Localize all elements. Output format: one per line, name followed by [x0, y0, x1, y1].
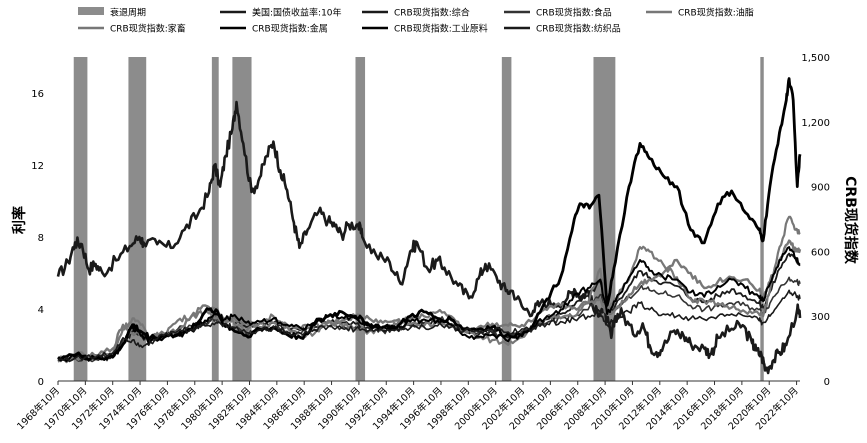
right-tick-label: 900 — [811, 183, 830, 194]
recession-bar — [232, 57, 252, 381]
recession-bar — [760, 57, 764, 381]
legend-label: CRB现货指数:工业原料 — [394, 23, 488, 35]
right-tick-label: 0 — [824, 377, 830, 388]
right-axis-title: CRB现货指数 — [842, 176, 859, 265]
legend-label: CRB现货指数:金属 — [252, 23, 328, 35]
recession-bar — [73, 57, 88, 381]
left-tick-label: 0 — [38, 377, 44, 388]
left-tick-label: 8 — [38, 233, 44, 244]
recession-bars — [73, 57, 764, 381]
legend-label: CRB现货指数:综合 — [394, 7, 470, 19]
series-line — [56, 100, 802, 375]
left-tick-label: 12 — [31, 161, 44, 172]
series-line — [57, 77, 802, 361]
legend: 衰退周期 美国:国债收益率:10年 CRB现货指数:综合 CRB现货指数:食品 CRB现… — [78, 7, 754, 35]
right-tick-label: 1,500 — [801, 53, 830, 64]
series-line — [57, 246, 801, 363]
legend-swatch — [78, 7, 104, 15]
legend-label: CRB现货指数:油脂 — [678, 7, 754, 19]
recession-bar — [211, 57, 219, 381]
legend-label: CRB现货指数:食品 — [536, 7, 612, 19]
left-axis-title: 利率 — [11, 206, 28, 234]
left-tick-label: 4 — [38, 305, 44, 316]
series-line — [57, 289, 801, 363]
recession-bar — [355, 57, 366, 381]
series-lines — [56, 77, 802, 375]
legend-label: 美国:国债收益率:10年 — [252, 7, 342, 19]
legend-label: 衰退周期 — [110, 7, 146, 19]
left-tick-label: 16 — [31, 89, 44, 100]
right-tick-label: 1,200 — [801, 118, 830, 129]
right-tick-label: 600 — [811, 247, 830, 258]
recession-bar — [501, 57, 512, 381]
right-tick-label: 300 — [811, 312, 830, 323]
legend-label: CRB现货指数:纺织品 — [536, 23, 621, 35]
recession-bar — [128, 57, 147, 381]
legend-label: CRB现货指数:家畜 — [110, 23, 186, 35]
